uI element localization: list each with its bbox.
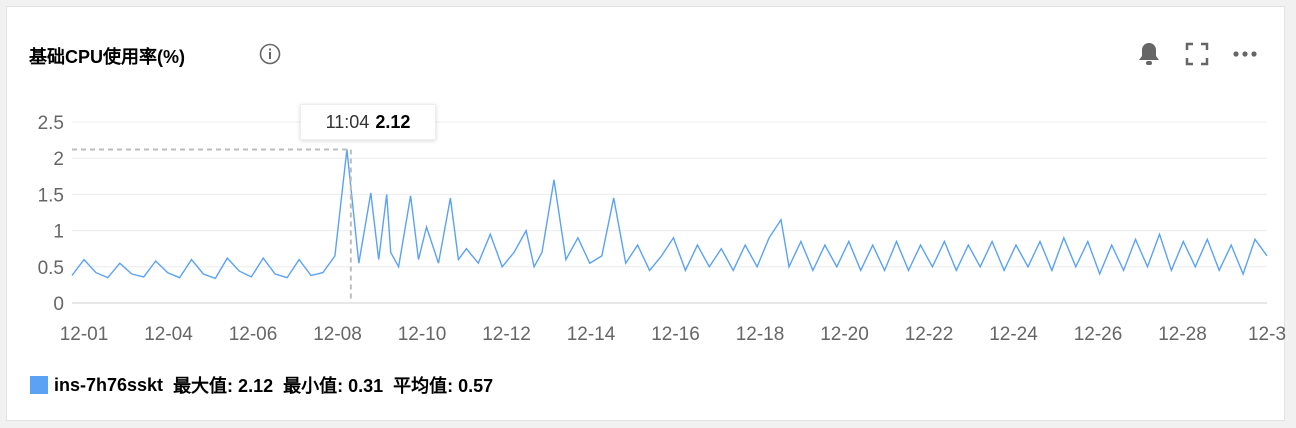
x-tick-label: 12-28 xyxy=(1158,324,1207,345)
x-tick-label: 12-14 xyxy=(567,324,616,345)
legend-series-name: ins-7h76sskt xyxy=(54,374,164,395)
series-line xyxy=(71,149,1268,280)
info-circle-icon[interactable] xyxy=(259,43,281,65)
chart-panel: 基础CPU使用率(%) xyxy=(6,6,1285,421)
legend-max: 最大值: 2.12 xyxy=(173,376,274,396)
x-tick-label: 12-22 xyxy=(905,324,954,345)
bell-icon[interactable] xyxy=(1134,39,1164,69)
more-icon[interactable] xyxy=(1230,39,1260,69)
x-tick-label: 12-01 xyxy=(60,324,109,345)
x-tick-label: 12-10 xyxy=(398,324,447,345)
x-tick-label: 12-12 xyxy=(482,324,531,345)
x-tick-label: 12-20 xyxy=(820,324,869,345)
panel-tools xyxy=(1134,39,1260,69)
legend-swatch xyxy=(30,376,48,394)
legend-series[interactable]: ins-7h76sskt xyxy=(30,375,163,396)
tooltip-value: 2.12 xyxy=(375,111,411,132)
legend-avg: 平均值: 0.57 xyxy=(393,376,494,396)
fullscreen-icon[interactable] xyxy=(1182,39,1212,69)
y-tick-label: 0 xyxy=(53,294,64,315)
x-tick-label: 12-04 xyxy=(144,324,193,345)
panel-title: 基础CPU使用率(%) xyxy=(29,47,185,67)
x-tick-label: 12-18 xyxy=(736,324,785,345)
y-tick-label: 2.5 xyxy=(38,113,64,134)
tooltip: 11:04 2.12 xyxy=(300,104,436,140)
x-tick-label: 12-08 xyxy=(313,324,362,345)
x-tick-label: 12-06 xyxy=(229,324,278,345)
tooltip-time: 11:04 xyxy=(325,111,370,132)
y-tick-label: 1 xyxy=(53,222,64,243)
x-tick-label: 12-26 xyxy=(1074,324,1123,345)
y-tick-label: 0.5 xyxy=(38,258,64,279)
legend-min: 最小值: 0.31 xyxy=(283,376,384,396)
y-tick-label: 2 xyxy=(53,149,64,170)
x-tick-label: 12-24 xyxy=(989,324,1038,345)
y-tick-label: 1.5 xyxy=(38,185,64,206)
legend: ins-7h76sskt 最大值: 2.12 最小值: 0.31 平均值: 0.… xyxy=(30,372,493,398)
x-tick-label: 12-3 xyxy=(1248,324,1286,345)
x-tick-label: 12-16 xyxy=(651,324,700,345)
